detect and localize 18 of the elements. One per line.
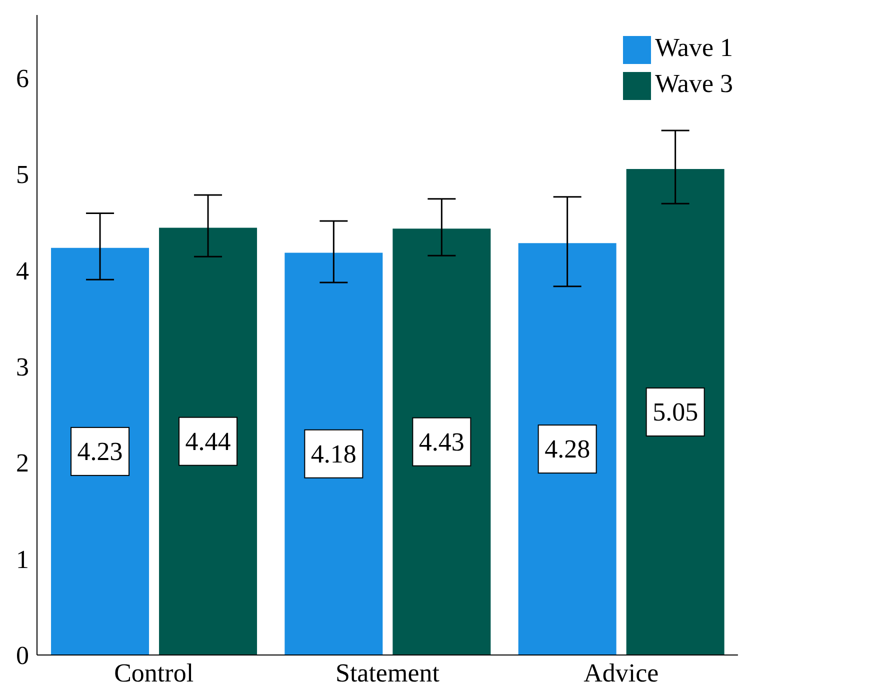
y-tick-label: 6: [16, 64, 29, 93]
data-label: 4.18: [310, 439, 356, 468]
y-tick-label: 4: [16, 256, 29, 286]
y-tick-label: 1: [16, 544, 29, 574]
y-tick-label: 5: [16, 160, 29, 190]
y-tick-label: 2: [16, 448, 29, 478]
data-label: 4.23: [77, 436, 123, 466]
y-tick-label: 3: [16, 352, 29, 382]
legend-label: Wave 3: [654, 69, 733, 98]
x-tick-label: Statement: [335, 658, 440, 688]
data-label: 4.44: [185, 426, 231, 456]
y-tick-label: 0: [16, 641, 29, 670]
data-label: 4.43: [418, 427, 464, 456]
x-tick-label: Control: [114, 658, 194, 688]
legend-label: Wave 1: [654, 33, 733, 62]
x-tick-label: Advice: [584, 658, 659, 688]
data-label: 5.05: [652, 397, 698, 426]
data-label: 4.28: [544, 434, 590, 464]
